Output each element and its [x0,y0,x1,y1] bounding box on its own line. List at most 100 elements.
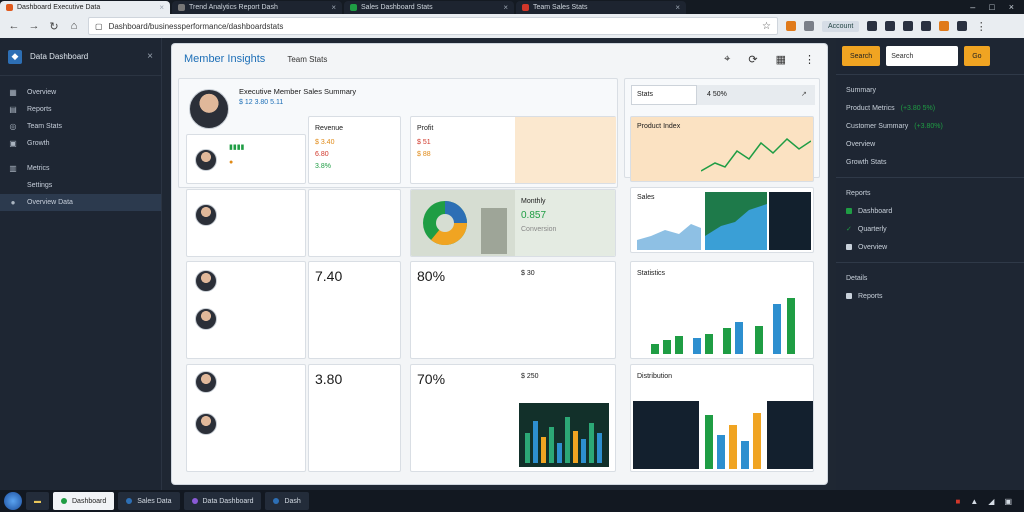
extension-icon[interactable] [885,21,896,31]
volume-icon[interactable]: ◢ [988,496,995,506]
sidebar-item-team-stats[interactable]: ◎ Team Stats [0,118,161,135]
taskbar-item-dash[interactable]: Dash [265,492,309,510]
network-icon[interactable]: ▲ [970,496,979,506]
avatar [195,413,217,435]
taskbar-item-dashboard[interactable]: Dashboard [53,492,115,510]
member-row[interactable]: ▮▮▮▮ ● [186,134,306,184]
browser-tab-1[interactable]: Dashboard Executive Data × [0,1,170,14]
forward-icon[interactable]: → [28,20,40,32]
extension-icon[interactable] [867,21,878,31]
taskbar-item-sales[interactable]: Sales Data [118,492,180,510]
close-sidebar-icon[interactable]: × [147,51,153,62]
close-tab-icon[interactable]: × [159,3,164,12]
avatar [189,89,229,129]
list-item-label: Reports [858,292,883,300]
notification-icon[interactable]: ■ [955,496,961,506]
back-icon[interactable]: ← [8,20,20,32]
revenue-card[interactable]: Revenue $ 3.40 6.80 3.8% [308,116,401,184]
value-card[interactable] [308,189,401,257]
browser-tab-3[interactable]: Sales Dashboard Stats × [344,1,514,14]
close-tab-icon[interactable]: × [675,3,680,12]
bar [573,431,578,463]
sidebar-item-overview[interactable]: ▦ Overview [0,84,161,101]
main-header: Member Insights Team Stats ⌖ ⟳ ▦ ⋮ [172,44,827,74]
member-row[interactable] [186,189,306,257]
bar [581,439,586,463]
list-item[interactable]: Overview [846,135,1014,153]
bookmark-star-icon[interactable]: ☆ [762,20,771,32]
card-value-1: $ 3.40 [315,139,335,146]
sidebar-item-overview-data[interactable]: ● Overview Data [0,194,161,211]
distribution-chart-card[interactable]: Distribution [630,364,814,472]
list-item[interactable]: Customer Summary (+3.80%) [846,117,1014,135]
monthly-card[interactable]: Monthly 0.857 Conversion [410,189,616,257]
refresh-icon[interactable]: ⟳ [748,53,758,66]
trend-line-chart [701,137,811,172]
close-window-icon[interactable]: × [1008,2,1014,12]
profit-card[interactable]: Profit $ 51 $ 88 [410,116,616,184]
list-item[interactable]: ✓ Quarterly [846,220,1014,238]
stats-card[interactable]: 70% $ 250 [410,364,616,472]
extension-icon[interactable] [903,21,914,31]
search-input[interactable]: Search [886,46,959,66]
tab-favicon-icon [350,4,357,11]
member-row[interactable] [186,261,306,359]
list-item-label: Product Metrics [846,104,895,112]
extension-icon[interactable] [957,21,968,31]
sidebar-item-metrics[interactable]: ▥ Metrics [0,160,161,177]
bar-chart-mixed [705,413,761,469]
bar [773,304,781,354]
bar [717,435,725,469]
search-button[interactable]: Search [842,46,881,66]
list-item[interactable]: Product Metrics (+3.80 5%) [846,99,1014,117]
app-icon [191,498,198,504]
list-item[interactable]: Reports [846,287,1014,305]
home-icon[interactable]: ⌂ [70,20,78,32]
member-row[interactable] [186,364,306,472]
extension-icon[interactable] [786,21,796,31]
sidebar-item-settings[interactable]: Settings [0,177,161,194]
big-number: 80% [417,268,446,284]
close-tab-icon[interactable]: × [503,3,508,12]
right-panel: Search Search Go Summary Product Metrics… [836,38,1024,490]
kpi-label: Stats [637,91,653,98]
address-bar[interactable]: ▢ Dashboard/businessperformance/dashboar… [88,17,778,35]
more-options-icon[interactable]: ⋮ [804,53,815,66]
list-item[interactable]: Overview [846,238,1014,256]
profile-button[interactable]: Account [822,20,860,32]
area-fill [705,204,767,250]
extension-icon[interactable] [939,21,950,31]
list-item[interactable]: Growth Stats [846,153,1014,171]
stats-card[interactable]: 80% $ 30 [410,261,616,359]
minimize-icon[interactable]: – [970,2,976,12]
go-button[interactable]: Go [964,46,990,66]
folder-taskbar-item[interactable]: ▬ [26,492,49,510]
sales-chart-card[interactable]: Sales [630,187,814,253]
reload-icon[interactable]: ↻ [49,20,59,33]
extension-icon[interactable] [921,21,932,31]
bar [565,417,570,463]
maximize-icon[interactable]: □ [989,2,995,12]
app-icon [273,498,280,504]
details-section: Details Reports [836,262,1024,311]
folder-icon: ▬ [34,497,41,505]
action-center-icon[interactable]: ▣ [1004,496,1012,506]
value-card[interactable]: 7.40 [308,261,401,359]
extension-icon[interactable] [804,21,814,31]
sidebar: ◆ Data Dashboard × ▦ Overview ▤ Reports … [0,38,162,490]
list-item[interactable]: Dashboard [846,202,1014,220]
close-tab-icon[interactable]: × [331,3,336,12]
browser-tab-4[interactable]: Team Sales Stats × [516,1,686,14]
sidebar-item-growth[interactable]: ▣ Growth [0,135,161,152]
browser-tab-2[interactable]: Trend Analytics Report Dash × [172,1,342,14]
statistics-bar-card[interactable]: Statistics [630,261,814,359]
filter-icon[interactable]: ⌖ [724,52,731,65]
start-button-icon[interactable] [4,492,22,510]
value-card[interactable]: 3.80 [308,364,401,472]
menu-icon[interactable]: ⋮ [975,20,987,33]
grid-view-icon[interactable]: ▦ [775,53,786,66]
taskbar-item-data-dashboard[interactable]: Data Dashboard [183,492,262,510]
expand-icon[interactable]: ↗ [801,91,807,98]
sidebar-item-reports[interactable]: ▤ Reports [0,101,161,118]
trend-chart-card[interactable]: Product Index [630,116,814,182]
